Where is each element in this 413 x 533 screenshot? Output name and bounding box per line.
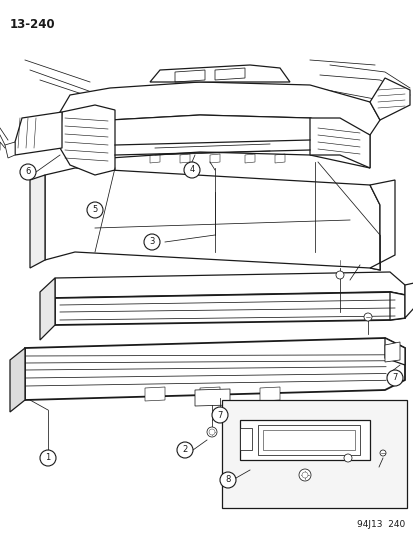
Text: 5: 5 — [92, 206, 97, 214]
Polygon shape — [60, 82, 379, 135]
Text: 6: 6 — [25, 167, 31, 176]
FancyBboxPatch shape — [221, 400, 406, 508]
Polygon shape — [240, 420, 369, 460]
Polygon shape — [30, 175, 45, 268]
Circle shape — [87, 202, 103, 218]
Text: 8: 8 — [225, 475, 230, 484]
Polygon shape — [150, 65, 289, 82]
Circle shape — [211, 407, 228, 423]
Text: 7: 7 — [392, 374, 397, 383]
Text: 3: 3 — [149, 238, 154, 246]
Polygon shape — [55, 272, 404, 298]
Text: 1: 1 — [45, 454, 50, 463]
Text: 2: 2 — [182, 446, 187, 455]
Circle shape — [177, 442, 192, 458]
Text: 13-240: 13-240 — [10, 18, 55, 31]
Polygon shape — [369, 180, 394, 270]
Polygon shape — [195, 389, 230, 406]
Circle shape — [379, 450, 385, 456]
Circle shape — [386, 370, 402, 386]
Polygon shape — [309, 118, 369, 168]
Polygon shape — [199, 387, 219, 401]
Circle shape — [183, 162, 199, 178]
Polygon shape — [384, 342, 399, 362]
Polygon shape — [60, 112, 369, 168]
Circle shape — [343, 454, 351, 462]
Polygon shape — [384, 338, 404, 365]
Polygon shape — [10, 348, 25, 412]
Polygon shape — [5, 142, 15, 158]
Polygon shape — [369, 78, 409, 120]
Polygon shape — [45, 168, 379, 270]
Circle shape — [209, 429, 214, 435]
Circle shape — [206, 427, 216, 437]
Circle shape — [298, 469, 310, 481]
Text: 7: 7 — [217, 410, 222, 419]
Polygon shape — [25, 338, 404, 400]
Polygon shape — [404, 283, 413, 318]
Circle shape — [363, 313, 371, 321]
Polygon shape — [55, 292, 404, 325]
Polygon shape — [389, 292, 404, 320]
Polygon shape — [240, 428, 252, 450]
Circle shape — [335, 271, 343, 279]
Text: 94J13  240: 94J13 240 — [356, 520, 404, 529]
Text: 4: 4 — [189, 166, 194, 174]
Polygon shape — [40, 278, 55, 340]
Circle shape — [219, 472, 235, 488]
Polygon shape — [60, 105, 115, 175]
Circle shape — [20, 164, 36, 180]
Polygon shape — [15, 112, 62, 155]
Circle shape — [40, 450, 56, 466]
Polygon shape — [259, 387, 279, 401]
Polygon shape — [145, 387, 165, 401]
Circle shape — [144, 234, 159, 250]
Circle shape — [301, 472, 307, 478]
